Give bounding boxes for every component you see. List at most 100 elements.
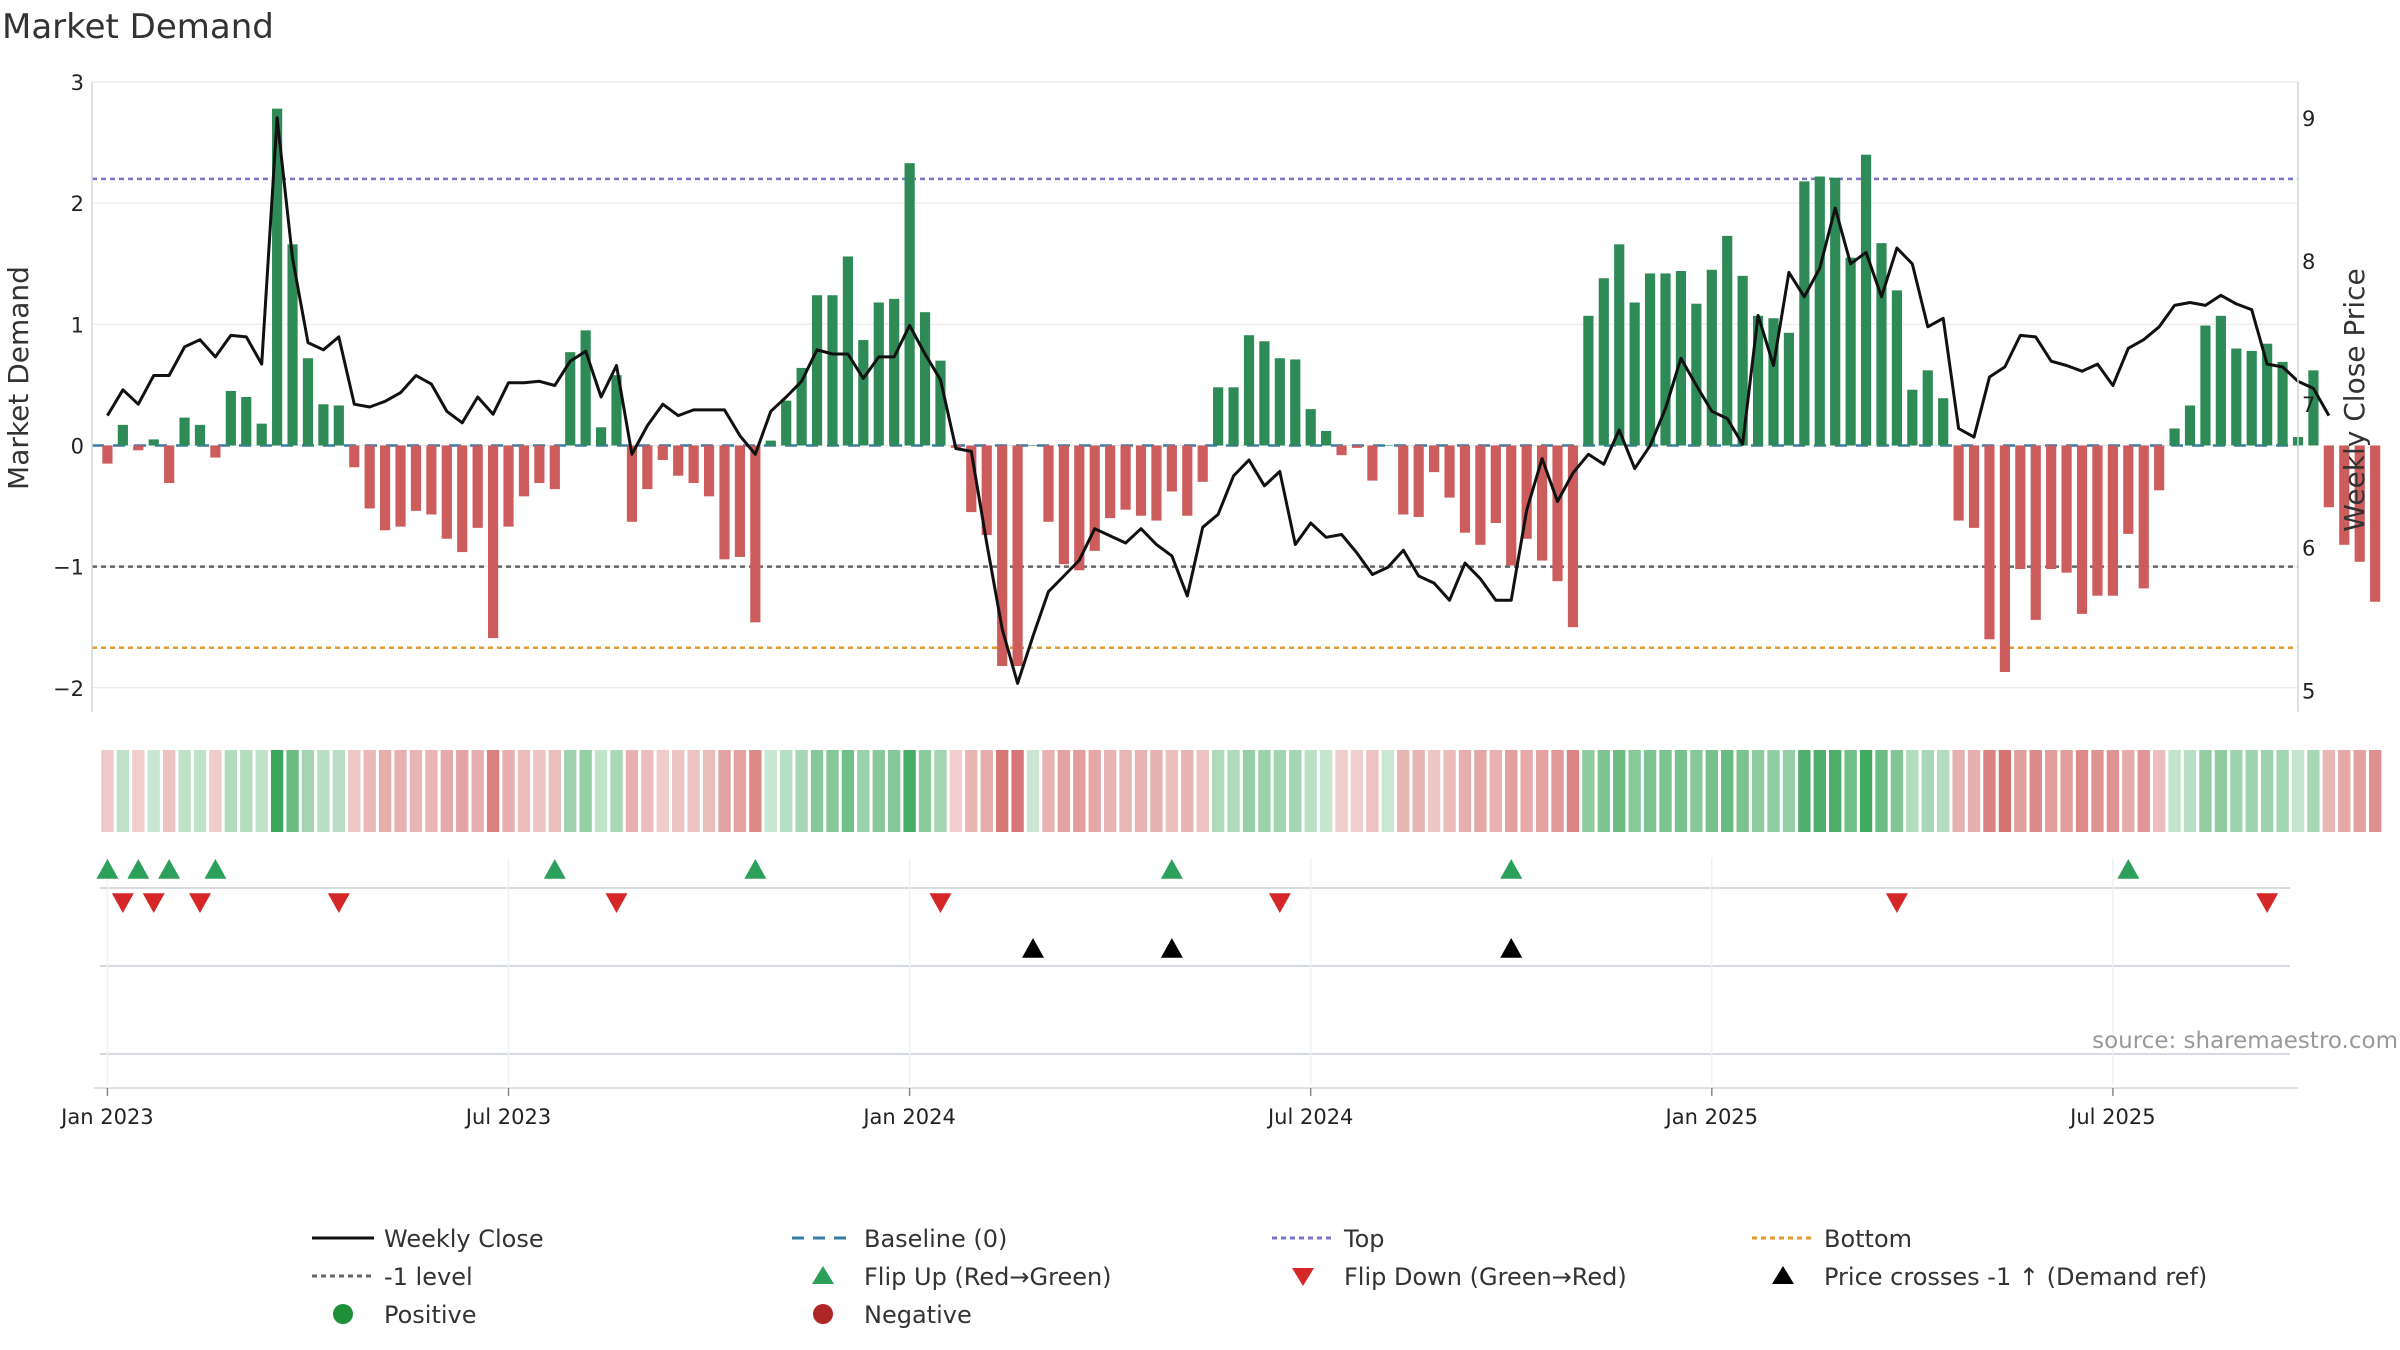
demand-bar bbox=[1722, 235, 1733, 446]
demand-bar bbox=[626, 445, 638, 522]
heat-cell bbox=[209, 750, 222, 832]
source-note: source: sharemaestro.com bbox=[2092, 1028, 2398, 1054]
demand-bar bbox=[1243, 335, 1255, 446]
heat-cell bbox=[1196, 750, 1209, 832]
demand-bar bbox=[719, 445, 730, 560]
demand-bar bbox=[1953, 445, 1964, 521]
heat-cell bbox=[101, 750, 114, 832]
demand-bar bbox=[580, 330, 591, 446]
heat-cell bbox=[1582, 750, 1595, 832]
heat-cell bbox=[425, 750, 438, 832]
heat-cell bbox=[363, 750, 376, 832]
chart-title: Market Demand bbox=[2, 7, 274, 47]
heat-cell bbox=[1242, 750, 1256, 832]
flip-up-marker bbox=[543, 859, 566, 879]
heat-cell bbox=[702, 750, 716, 832]
heat-cell bbox=[2183, 750, 2197, 832]
demand-bar bbox=[318, 404, 329, 446]
heat-cell bbox=[1751, 750, 1765, 832]
heat-cell bbox=[1042, 750, 1055, 832]
heat-cell bbox=[1366, 750, 1379, 832]
heat-cell bbox=[502, 750, 515, 832]
demand-bar bbox=[1968, 445, 1980, 528]
demand-bar bbox=[1012, 445, 1023, 666]
demand-bar bbox=[2076, 445, 2088, 614]
heat-cell bbox=[1597, 750, 1610, 832]
demand-bar bbox=[549, 445, 560, 490]
price-series bbox=[106, 116, 2331, 685]
demand-bar bbox=[1521, 445, 1532, 539]
heat-cell bbox=[1813, 750, 1826, 832]
flip-up-marker bbox=[158, 859, 181, 879]
demand-bar bbox=[734, 445, 746, 557]
heat-cell bbox=[1165, 750, 1179, 832]
demand-bar bbox=[241, 397, 252, 446]
demand-bar bbox=[703, 445, 715, 497]
legend-label: Price crosses -1 ↑ (Demand ref) bbox=[1824, 1263, 2207, 1291]
demand-bar bbox=[1182, 445, 1193, 516]
heat-cell bbox=[2338, 750, 2351, 832]
legend-label: Flip Down (Green→Red) bbox=[1344, 1263, 1627, 1291]
heat-cell bbox=[2091, 750, 2104, 832]
legend-swatch bbox=[1292, 1268, 1314, 1286]
demand-bar bbox=[194, 424, 206, 446]
heat-cell bbox=[2245, 750, 2258, 832]
heat-cell bbox=[2045, 750, 2058, 832]
demand-bar bbox=[2154, 445, 2165, 491]
demand-bar bbox=[1567, 445, 1579, 628]
demand-bar bbox=[518, 445, 530, 497]
flip-down-marker bbox=[327, 893, 350, 913]
heat-cell bbox=[2168, 750, 2181, 832]
demand-bar bbox=[2200, 325, 2211, 446]
heat-cell bbox=[2368, 750, 2382, 832]
heat-cell bbox=[1859, 750, 1873, 832]
y-left-tick-label: 2 bbox=[71, 192, 84, 216]
heat-cell bbox=[1551, 750, 1564, 832]
heat-cell bbox=[1057, 750, 1071, 832]
demand-bar bbox=[1752, 315, 1764, 446]
price-cross-marker bbox=[1160, 938, 1183, 958]
heat-cell bbox=[2353, 750, 2366, 832]
heat-cell bbox=[132, 750, 145, 832]
demand-bar bbox=[2246, 350, 2257, 446]
heat-cell bbox=[1427, 750, 1441, 832]
demand-bar bbox=[380, 445, 391, 531]
y-right-tick-label: 5 bbox=[2302, 680, 2315, 704]
legend-label: Flip Up (Red→Green) bbox=[864, 1263, 1112, 1291]
demand-bar bbox=[534, 445, 545, 484]
demand-bar bbox=[1413, 445, 1424, 517]
heat-cell bbox=[193, 750, 207, 832]
heat-cell bbox=[1875, 750, 1888, 832]
price-cross-marker bbox=[1022, 938, 1045, 958]
flip-up-marker bbox=[2117, 859, 2140, 879]
heat-cell bbox=[2137, 750, 2150, 832]
heat-cell bbox=[718, 750, 731, 832]
signal-markers bbox=[96, 858, 2290, 1085]
demand-bar bbox=[1135, 445, 1147, 516]
demand-bar bbox=[1537, 445, 1548, 561]
demand-bar bbox=[642, 445, 653, 490]
legend-label: Weekly Close bbox=[384, 1225, 544, 1253]
heat-cell bbox=[456, 750, 469, 832]
heat-cell bbox=[409, 750, 423, 832]
demand-bar bbox=[1614, 244, 1625, 446]
heat-cell bbox=[872, 750, 885, 832]
demand-bar bbox=[302, 358, 314, 446]
heat-cell bbox=[1350, 750, 1364, 832]
demand-bar bbox=[426, 445, 437, 515]
demand-bars bbox=[102, 108, 2381, 673]
y-right-tick-label: 7 bbox=[2302, 393, 2315, 417]
legend-item-top: Top bbox=[1272, 1225, 1385, 1253]
x-tick-label: Jul 2025 bbox=[2068, 1105, 2155, 1129]
heat-cell bbox=[1073, 750, 1086, 832]
heat-cell bbox=[764, 750, 777, 832]
heat-cell bbox=[1798, 750, 1811, 832]
x-tick-label: Jan 2024 bbox=[861, 1105, 956, 1129]
legend-swatch bbox=[813, 1304, 833, 1324]
demand-bar bbox=[210, 445, 221, 458]
demand-bar bbox=[1475, 445, 1486, 545]
demand-bar bbox=[1660, 273, 1671, 446]
demand-bar bbox=[966, 445, 977, 513]
demand-bar bbox=[148, 439, 159, 446]
demand-bar bbox=[1984, 445, 1995, 640]
